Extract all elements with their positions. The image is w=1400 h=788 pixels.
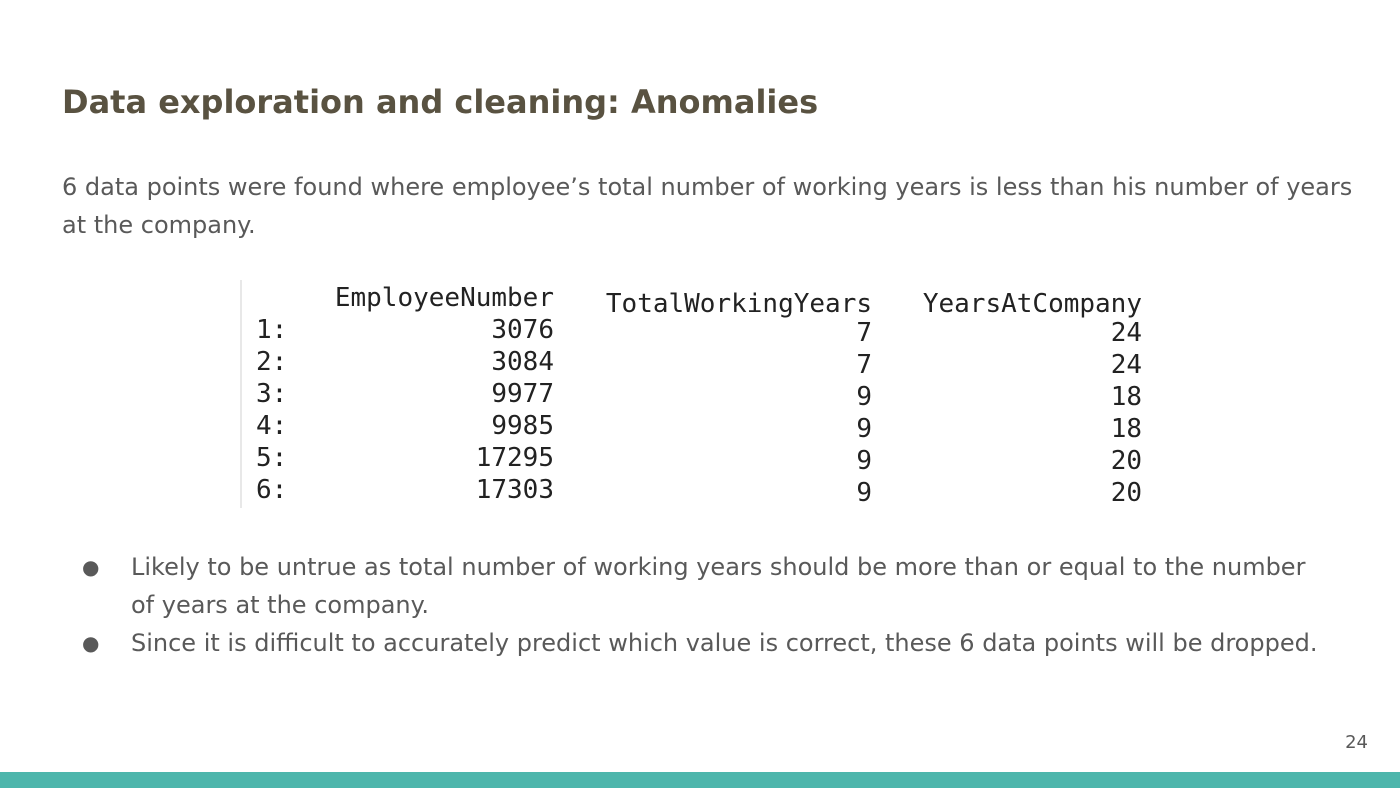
row-index: 5: <box>256 443 288 473</box>
bullet-item: ● Likely to be untrue as total number of… <box>82 548 1322 624</box>
row-index: 4: <box>256 411 288 441</box>
years-at-company-cell: 18 <box>1110 414 1142 444</box>
column-header-employee-number: EmployeeNumber <box>334 283 554 313</box>
column-header-years-at-company: YearsAtCompany <box>922 289 1142 319</box>
years-at-company-cell: 18 <box>1110 382 1142 412</box>
bullet-dot-icon: ● <box>82 555 100 579</box>
table-row: 4: 9985 9 18 <box>242 410 1162 444</box>
accent-bar <box>0 772 1400 788</box>
bullet-item: ● Since it is difficult to accurately pr… <box>82 624 1322 662</box>
years-at-company-cell: 20 <box>1110 446 1142 476</box>
table-row: 6: 17303 9 20 <box>242 474 1162 508</box>
row-index: 1: <box>256 315 288 345</box>
employee-number-cell: 9985 <box>491 411 554 441</box>
bullet-text: Since it is difficult to accurately pred… <box>131 629 1318 657</box>
employee-number-cell: 17303 <box>475 475 554 505</box>
table-row: 3: 9977 9 18 <box>242 378 1162 412</box>
page-number: 24 <box>1345 732 1368 753</box>
slide-title: Data exploration and cleaning: Anomalies <box>62 83 819 121</box>
column-header-total-working-years: TotalWorkingYears <box>605 289 872 319</box>
table-row: 1: 3076 7 24 <box>242 314 1162 348</box>
years-at-company-cell: 24 <box>1110 318 1142 348</box>
years-at-company-cell: 20 <box>1110 478 1142 508</box>
table-row: 5: 17295 9 20 <box>242 442 1162 476</box>
employee-number-cell: 9977 <box>491 379 554 409</box>
bullet-text: Likely to be untrue as total number of w… <box>131 553 1306 619</box>
employee-number-cell: 3076 <box>491 315 554 345</box>
conclusion-bullet-list: ● Likely to be untrue as total number of… <box>82 548 1322 662</box>
employee-number-cell: 3084 <box>491 347 554 377</box>
total-working-years-cell: 7 <box>856 350 872 380</box>
row-index: 6: <box>256 475 288 505</box>
employee-number-cell: 17295 <box>475 443 554 473</box>
total-working-years-cell: 9 <box>856 414 872 444</box>
table-row: 2: 3084 7 24 <box>242 346 1162 380</box>
anomalies-table: EmployeeNumber TotalWorkingYears YearsAt… <box>240 280 1162 508</box>
intro-paragraph: 6 data points were found where employee’… <box>62 173 1353 239</box>
total-working-years-cell: 9 <box>856 446 872 476</box>
row-index: 2: <box>256 347 288 377</box>
total-working-years-cell: 7 <box>856 318 872 348</box>
total-working-years-cell: 9 <box>856 478 872 508</box>
row-index: 3: <box>256 379 288 409</box>
years-at-company-cell: 24 <box>1110 350 1142 380</box>
table-header-row: EmployeeNumber TotalWorkingYears YearsAt… <box>242 282 1162 319</box>
bullet-dot-icon: ● <box>82 631 100 655</box>
total-working-years-cell: 9 <box>856 382 872 412</box>
